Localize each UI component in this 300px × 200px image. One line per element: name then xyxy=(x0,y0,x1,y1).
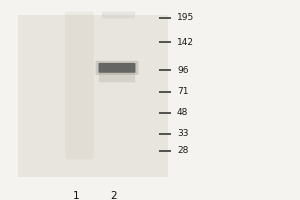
FancyBboxPatch shape xyxy=(102,12,135,18)
Text: 96: 96 xyxy=(177,66,188,75)
Text: 2: 2 xyxy=(111,191,117,200)
FancyBboxPatch shape xyxy=(99,72,135,82)
Text: 33: 33 xyxy=(177,129,188,138)
Text: 28: 28 xyxy=(177,146,188,155)
FancyBboxPatch shape xyxy=(99,63,136,73)
FancyBboxPatch shape xyxy=(65,12,94,159)
Text: 195: 195 xyxy=(177,13,194,22)
FancyBboxPatch shape xyxy=(95,61,139,75)
Text: 48: 48 xyxy=(177,108,188,117)
Bar xyxy=(18,15,168,177)
Text: 71: 71 xyxy=(177,87,188,96)
Text: 142: 142 xyxy=(177,38,194,47)
Text: 1: 1 xyxy=(73,191,80,200)
